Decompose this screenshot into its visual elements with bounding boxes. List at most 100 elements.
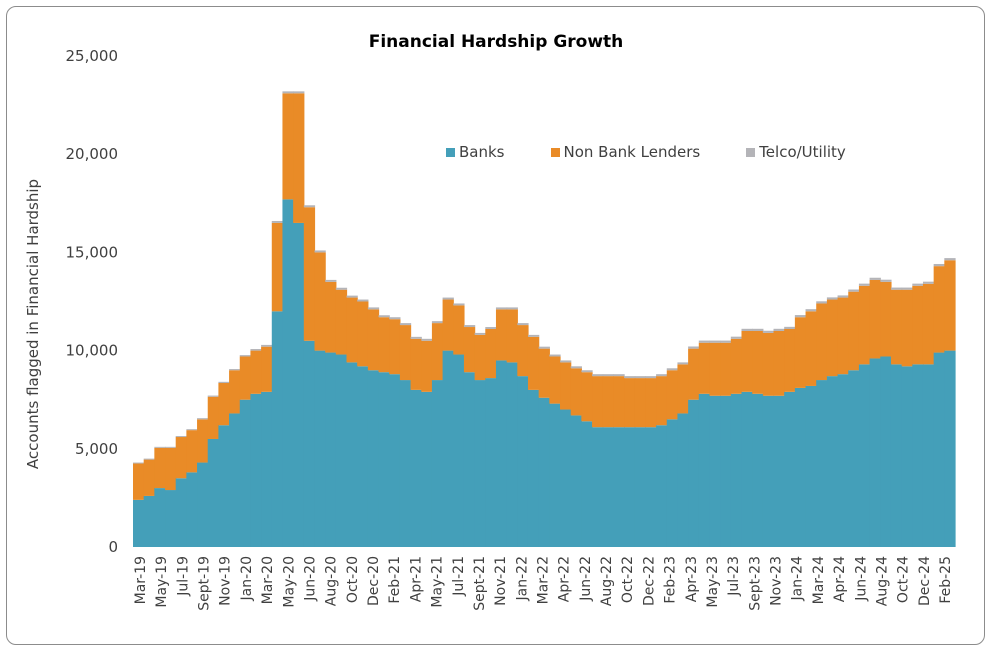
y-axis: 0 5,000 10,000 15,000 20,000 25,000 bbox=[66, 47, 119, 556]
area-segment-non-bank-lenders-22 bbox=[367, 309, 380, 371]
area-segment-telco-utility-33 bbox=[485, 327, 497, 329]
area-segment-non-bank-lenders-64 bbox=[816, 303, 828, 381]
y-tick-label: 20,000 bbox=[66, 145, 119, 163]
area-segment-telco-utility-26 bbox=[410, 336, 422, 339]
x-tick-label: Aug-20 bbox=[324, 556, 340, 606]
area-segment-banks-8 bbox=[218, 425, 230, 547]
area-segment-banks-49 bbox=[656, 425, 668, 547]
area-segment-telco-utility-25 bbox=[399, 323, 412, 326]
area-segment-banks-41 bbox=[570, 415, 582, 547]
x-tick-label: Jul-19 bbox=[175, 556, 191, 597]
area-segment-non-bank-lenders-52 bbox=[688, 348, 700, 400]
x-tick-label: Dec-20 bbox=[366, 556, 382, 606]
x-tick-label: Mar-24 bbox=[811, 556, 827, 604]
area-segment-banks-55 bbox=[720, 395, 732, 547]
area-segment-telco-utility-41 bbox=[570, 366, 582, 369]
area-segment-telco-utility-23 bbox=[378, 315, 390, 318]
area-segment-non-bank-lenders-75 bbox=[933, 266, 945, 353]
y-tick-label: 0 bbox=[108, 538, 118, 556]
area-segment-banks-1 bbox=[143, 495, 155, 547]
area-segment-banks-64 bbox=[816, 380, 828, 547]
area-segment-banks-38 bbox=[538, 397, 550, 547]
area-segment-telco-utility-67 bbox=[848, 289, 860, 292]
area-segment-telco-utility-50 bbox=[666, 368, 679, 371]
x-tick-label: Apr-24 bbox=[832, 556, 848, 602]
area-segment-banks-35 bbox=[506, 362, 518, 547]
x-tick-label: Apr-21 bbox=[408, 556, 424, 602]
plot-area bbox=[133, 91, 956, 547]
area-segment-telco-utility-5 bbox=[186, 429, 198, 431]
area-segment-non-bank-lenders-70 bbox=[880, 281, 892, 357]
area-segment-banks-66 bbox=[837, 374, 849, 547]
area-segment-telco-utility-72 bbox=[901, 287, 913, 290]
area-segment-telco-utility-70 bbox=[880, 279, 892, 282]
area-segment-non-bank-lenders-68 bbox=[858, 285, 871, 365]
area-segment-banks-48 bbox=[645, 427, 657, 547]
area-segment-banks-65 bbox=[826, 376, 839, 547]
area-segment-telco-utility-55 bbox=[720, 340, 732, 343]
area-segment-banks-73 bbox=[912, 364, 924, 547]
area-segment-telco-utility-59 bbox=[762, 330, 775, 333]
area-segment-telco-utility-34 bbox=[495, 307, 508, 310]
legend-label-non-bank-lenders: Non Bank Lenders bbox=[563, 143, 701, 161]
area-segment-non-bank-lenders-71 bbox=[890, 289, 903, 365]
area-segment-telco-utility-71 bbox=[890, 287, 903, 290]
x-tick-label: Jan-24 bbox=[790, 556, 806, 602]
area-segment-non-bank-lenders-39 bbox=[549, 356, 561, 404]
area-segment-non-bank-lenders-74 bbox=[922, 283, 935, 365]
area-segment-banks-37 bbox=[527, 389, 540, 547]
area-segment-non-bank-lenders-73 bbox=[912, 285, 924, 365]
area-segment-non-bank-lenders-66 bbox=[837, 297, 849, 375]
area-segment-banks-16 bbox=[303, 340, 316, 547]
area-segment-telco-utility-22 bbox=[367, 307, 380, 310]
area-segment-banks-69 bbox=[869, 358, 881, 547]
x-tick-label: Dec-24 bbox=[917, 556, 933, 606]
area-segment-banks-45 bbox=[613, 427, 625, 547]
legend-label-banks: Banks bbox=[459, 143, 505, 161]
x-tick-label: Jul-21 bbox=[451, 556, 467, 597]
area-segment-non-bank-lenders-8 bbox=[218, 383, 230, 426]
area-segment-banks-62 bbox=[794, 387, 807, 547]
area-segment-banks-22 bbox=[367, 370, 380, 547]
x-tick-label: Jun-22 bbox=[578, 556, 594, 602]
area-segment-non-bank-lenders-34 bbox=[495, 309, 508, 361]
area-segment-non-bank-lenders-7 bbox=[207, 396, 220, 439]
x-tick-label: May-20 bbox=[281, 556, 297, 608]
x-tick-label: Mar-19 bbox=[133, 556, 149, 604]
area-segment-banks-67 bbox=[848, 370, 860, 547]
area-segment-non-bank-lenders-51 bbox=[677, 364, 689, 414]
area-segment-telco-utility-9 bbox=[229, 369, 241, 371]
x-tick-label: Aug-22 bbox=[599, 556, 615, 606]
area-segment-non-bank-lenders-54 bbox=[709, 342, 721, 396]
area-segment-non-bank-lenders-43 bbox=[592, 376, 604, 428]
area-segment-banks-12 bbox=[261, 391, 273, 547]
area-segment-non-bank-lenders-76 bbox=[944, 260, 956, 351]
area-segment-non-bank-lenders-27 bbox=[421, 340, 433, 392]
area-segment-telco-utility-7 bbox=[207, 395, 220, 397]
area-segment-non-bank-lenders-31 bbox=[463, 327, 476, 373]
area-segment-non-bank-lenders-25 bbox=[399, 325, 412, 381]
area-segment-non-bank-lenders-63 bbox=[805, 311, 817, 386]
area-segment-banks-51 bbox=[677, 413, 689, 547]
area-segment-telco-utility-21 bbox=[357, 299, 369, 302]
x-tick-label: Apr-23 bbox=[684, 556, 700, 602]
area-segment-non-bank-lenders-40 bbox=[560, 362, 572, 410]
area-segment-non-bank-lenders-11 bbox=[250, 350, 262, 394]
area-segment-banks-50 bbox=[666, 419, 679, 547]
x-tick-label: May-23 bbox=[705, 556, 721, 608]
area-segment-telco-utility-30 bbox=[453, 303, 465, 306]
legend-label-telco-utility: Telco/Utility bbox=[759, 143, 846, 161]
area-segment-banks-71 bbox=[890, 364, 903, 547]
area-segment-non-bank-lenders-3 bbox=[165, 447, 177, 491]
area-segment-banks-6 bbox=[197, 462, 209, 547]
area-segment-banks-29 bbox=[442, 350, 454, 547]
area-segment-non-bank-lenders-21 bbox=[357, 301, 369, 367]
area-segment-banks-47 bbox=[634, 427, 647, 547]
y-axis-label: Accounts flagged in Financial Hardship bbox=[24, 179, 42, 469]
x-tick-label: Sept-21 bbox=[472, 556, 488, 611]
area-segment-non-bank-lenders-41 bbox=[570, 368, 582, 416]
x-tick-label: Jun-24 bbox=[853, 556, 869, 602]
area-segment-non-bank-lenders-55 bbox=[720, 342, 732, 396]
area-segment-non-bank-lenders-13 bbox=[271, 222, 284, 312]
area-segment-banks-57 bbox=[741, 391, 753, 547]
